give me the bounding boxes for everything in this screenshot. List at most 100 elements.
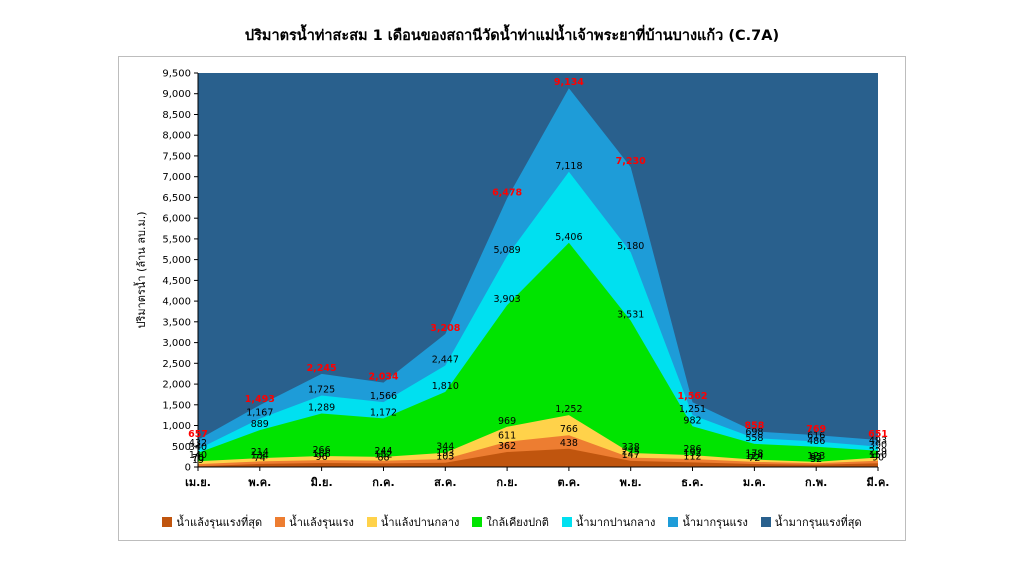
x-tick-label: ม.ค. <box>743 476 766 489</box>
data-label: 9,134 <box>554 77 584 88</box>
legend-label: น้ำมากปานกลาง <box>575 516 656 529</box>
data-label: 1,566 <box>370 391 397 402</box>
data-label: 889 <box>251 419 269 430</box>
data-label: 766 <box>560 424 578 435</box>
data-label: 3,531 <box>617 310 644 321</box>
data-label: 266 <box>313 445 331 456</box>
y-tick-label: 0 <box>185 463 191 474</box>
legend-label: น้ำแล้งรุนแรง <box>289 516 354 529</box>
chart-frame: 0 500 1,000 1,500 2,000 2,500 3,000 3,500 4,000 4… <box>118 56 906 541</box>
data-label: 92 <box>810 452 822 463</box>
data-label: 2,245 <box>307 363 337 374</box>
data-label: 1,810 <box>432 381 459 392</box>
y-tick-label: 4,500 <box>162 276 191 287</box>
legend-item-6: น้ำมากรุนแรงที่สุด <box>760 513 862 531</box>
y-tick-label: 2,000 <box>162 380 191 391</box>
legend-item-5: น้ำมากรุนแรง <box>668 513 748 531</box>
legend-swatch-icon <box>561 517 572 527</box>
data-label: 344 <box>436 442 454 453</box>
data-label: 698 <box>745 427 763 438</box>
y-tick-label: 1,000 <box>162 421 191 432</box>
x-tick-label: ธ.ค. <box>681 476 703 489</box>
data-label: 112 <box>683 451 701 462</box>
data-label: 969 <box>498 416 516 427</box>
data-label: 244 <box>374 446 392 457</box>
legend-item-3: ใกล้เคียงปกติ <box>472 513 549 531</box>
data-label: 124 <box>745 451 763 462</box>
data-label: 74 <box>254 453 266 464</box>
data-label: 2,447 <box>432 355 459 366</box>
data-label: 7,118 <box>555 161 582 172</box>
data-label: 3,208 <box>430 323 460 334</box>
x-tick-label: มิ.ย. <box>311 476 333 489</box>
data-label: 229 <box>869 447 887 458</box>
data-label: 166 <box>313 449 331 460</box>
data-label: 88 <box>377 452 389 463</box>
data-label: 147 <box>622 450 640 461</box>
y-tick-label: 500 <box>172 442 191 453</box>
x-tick-label: ส.ค. <box>434 476 456 489</box>
data-label: 70 <box>192 453 204 464</box>
data-label: 178 <box>745 449 763 460</box>
data-label: 52 <box>810 454 822 465</box>
data-label: 616 <box>807 431 825 442</box>
data-label: 340 <box>189 442 207 453</box>
x-tick-label: มี.ค. <box>867 476 890 489</box>
data-label: 1,562 <box>677 391 707 402</box>
data-label: 432 <box>189 438 207 449</box>
x-tick-label: พ.ค. <box>248 476 271 489</box>
data-label: 3,903 <box>493 294 520 305</box>
y-tick-label: 5,500 <box>162 234 191 245</box>
legend-label: ใกล้เคียงปกติ <box>486 516 549 529</box>
chart-legend: น้ำแล้งรุนแรงที่สุด น้ำแล้งรุนแรง น้ำแล้งป… <box>119 513 905 531</box>
legend-item-1: น้ำแล้งรุนแรง <box>275 513 354 531</box>
data-label: 5,180 <box>617 241 644 252</box>
y-tick-label: 7,500 <box>162 151 191 162</box>
data-label: 7,230 <box>616 156 646 167</box>
data-label: 5,089 <box>493 245 520 256</box>
y-tick-label: 6,500 <box>162 193 191 204</box>
data-label: 558 <box>745 433 763 444</box>
legend-swatch-icon <box>366 517 377 527</box>
data-label: 96 <box>316 452 328 463</box>
x-tick-label: ก.พ. <box>805 476 827 489</box>
data-label: 152 <box>374 450 392 461</box>
legend-label: น้ำมากรุนแรง <box>682 516 748 529</box>
x-tick-label: เม.ย. <box>185 476 211 489</box>
legend-swatch-icon <box>275 517 286 527</box>
data-label: 134 <box>251 450 269 461</box>
legend-item-2: น้ำแล้งปานกลาง <box>366 513 459 531</box>
data-label: 286 <box>683 444 701 455</box>
y-tick-label: 3,000 <box>162 338 191 349</box>
data-label: 123 <box>807 451 825 462</box>
data-label: 150 <box>869 450 887 461</box>
data-label: 1,252 <box>555 404 582 415</box>
data-label: 1,725 <box>308 385 335 396</box>
data-label: 438 <box>560 438 578 449</box>
data-label: 338 <box>622 442 640 453</box>
legend-swatch-icon <box>760 517 771 527</box>
data-label: 140 <box>189 450 207 461</box>
data-label: 486 <box>807 436 825 447</box>
y-tick-label: 3,500 <box>162 317 191 328</box>
data-label: 493 <box>869 436 887 447</box>
data-label: 214 <box>251 447 269 458</box>
data-label: 90 <box>872 452 884 463</box>
data-label: 192 <box>683 448 701 459</box>
area-band-3 <box>198 242 878 467</box>
chart-title: ปริมาตรน้ำท่าสะสม 1 เดือนของสถานีวัดน้ำท… <box>244 28 780 44</box>
data-label: 6,478 <box>492 187 522 198</box>
x-tick-label: ต.ค. <box>557 476 580 489</box>
y-axis-title: ปริมาตรน้ำ (ล้าน ลบ.ม.) <box>135 211 148 329</box>
y-tick-label: 4,000 <box>162 297 191 308</box>
legend-label: น้ำแล้งรุนแรงที่สุด <box>176 516 263 529</box>
data-label: 651 <box>868 429 888 440</box>
data-label: 2,034 <box>368 372 398 383</box>
data-label: 769 <box>806 424 826 435</box>
y-tick-label: 5,000 <box>162 255 191 266</box>
data-label: 103 <box>436 452 454 463</box>
y-tick-label: 6,000 <box>162 214 191 225</box>
legend-swatch-icon <box>472 517 483 527</box>
data-label: 611 <box>498 431 516 442</box>
data-label: 657 <box>188 429 208 440</box>
